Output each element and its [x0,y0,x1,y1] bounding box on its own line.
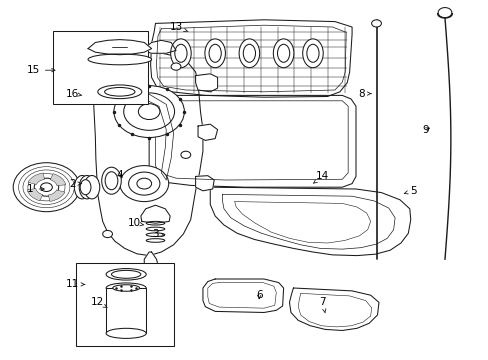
Ellipse shape [273,39,293,68]
Ellipse shape [175,44,186,62]
Text: 8: 8 [358,89,370,99]
Ellipse shape [306,44,319,62]
Ellipse shape [277,44,289,62]
Ellipse shape [98,85,142,99]
Wedge shape [50,174,65,186]
Circle shape [123,93,174,130]
Ellipse shape [302,39,323,68]
Text: 3: 3 [152,229,164,239]
Circle shape [102,230,112,238]
Polygon shape [195,176,214,191]
Polygon shape [156,25,346,92]
Circle shape [371,20,381,27]
Polygon shape [234,202,370,243]
Text: 13: 13 [169,22,188,32]
Wedge shape [28,173,44,184]
Ellipse shape [111,270,141,278]
Polygon shape [142,40,176,53]
Polygon shape [149,95,355,187]
Circle shape [137,178,151,189]
Ellipse shape [106,283,146,293]
Polygon shape [289,288,378,330]
Ellipse shape [106,269,146,280]
Circle shape [114,86,184,138]
Ellipse shape [105,172,118,190]
Bar [76,263,173,346]
Ellipse shape [104,87,135,96]
Polygon shape [155,101,347,180]
Circle shape [138,104,160,120]
Wedge shape [48,190,65,201]
Text: 1: 1 [27,184,44,194]
Ellipse shape [112,285,140,291]
Text: 2: 2 [69,179,81,189]
Ellipse shape [106,328,146,338]
Circle shape [102,67,112,74]
Text: 9: 9 [421,125,428,135]
Circle shape [120,166,168,202]
Polygon shape [141,205,170,223]
Circle shape [181,151,190,158]
Ellipse shape [239,39,259,68]
Text: 16: 16 [65,89,81,99]
Circle shape [171,63,181,70]
Ellipse shape [79,176,95,199]
Polygon shape [195,74,217,92]
Circle shape [128,172,160,195]
Text: 12: 12 [91,297,107,307]
Ellipse shape [102,167,121,194]
Circle shape [13,163,80,212]
Text: 14: 14 [313,171,329,183]
Ellipse shape [74,176,90,199]
Ellipse shape [88,54,151,65]
Text: 11: 11 [65,279,84,289]
Polygon shape [203,279,283,312]
Polygon shape [88,40,151,55]
Ellipse shape [84,176,100,199]
Wedge shape [27,189,42,201]
Polygon shape [207,283,276,308]
Text: 6: 6 [255,290,262,300]
Ellipse shape [80,180,91,195]
Polygon shape [144,252,159,274]
Bar [53,31,148,104]
Polygon shape [93,50,203,256]
Ellipse shape [243,44,255,62]
Polygon shape [198,124,217,140]
Bar [106,288,146,333]
Text: 15: 15 [26,65,55,75]
Ellipse shape [208,44,221,62]
Text: 4: 4 [116,170,123,180]
Polygon shape [150,20,351,97]
Text: 7: 7 [319,297,325,313]
Text: 10: 10 [128,218,143,228]
Text: 5: 5 [404,186,416,196]
Polygon shape [120,81,173,180]
Ellipse shape [170,39,191,68]
Polygon shape [222,194,394,249]
Polygon shape [298,293,371,327]
Ellipse shape [204,39,225,68]
Polygon shape [210,187,410,256]
